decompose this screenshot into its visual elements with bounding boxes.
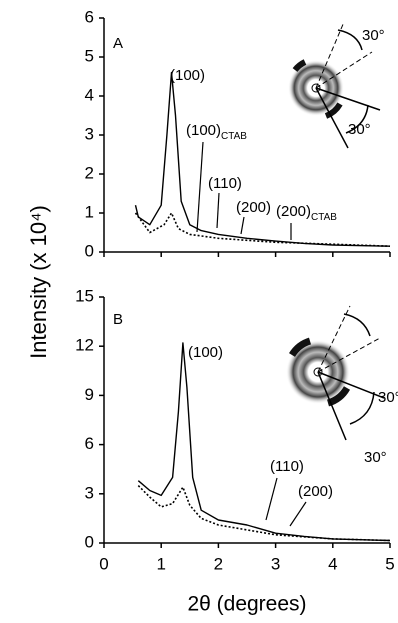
figure: 0123456A(100)(100)CTAB(110)(200)(200)CTA… — [0, 0, 398, 623]
y-tick-label: 5 — [85, 46, 94, 65]
y-tick-label: 15 — [75, 286, 94, 305]
annotation-text: (200) — [276, 203, 311, 220]
leader-line — [217, 193, 219, 228]
annotation: (110) — [208, 175, 242, 192]
annotation-text: (110) — [270, 458, 304, 475]
annotation: 30° — [362, 27, 385, 44]
y-tick-label: 3 — [85, 483, 94, 502]
annotation: (100)CTAB — [186, 122, 247, 142]
leader-line — [290, 502, 306, 526]
data-line — [138, 486, 390, 541]
annotation-text: 30° — [362, 27, 385, 44]
leader-line — [197, 142, 203, 232]
annotation-text: 30° — [378, 389, 398, 406]
annotation-text: (100) — [186, 122, 221, 139]
annotation: (200)CTAB — [276, 203, 337, 223]
leader-line — [266, 478, 277, 520]
annotation: B — [113, 311, 123, 328]
x-tick-label: 5 — [385, 554, 394, 573]
annotation-text: (110) — [208, 175, 242, 192]
annotation-text: B — [113, 311, 123, 328]
y-tick-label: 12 — [75, 336, 94, 355]
data-line — [136, 213, 391, 246]
leader-line — [241, 217, 244, 234]
y-tick-label: 2 — [85, 163, 94, 182]
y-tick-label: 3 — [85, 124, 94, 143]
annotation: 30° — [378, 389, 398, 406]
annotation: (100) — [170, 67, 205, 84]
x-tick-label: 1 — [156, 554, 165, 573]
annotation: 30° — [364, 449, 387, 466]
annotation-text: (200) — [298, 483, 333, 500]
x-tick-label: 2 — [214, 554, 223, 573]
y-axis-label: Intensity (x 10⁴) — [26, 205, 51, 359]
x-tick-label: 0 — [99, 554, 108, 573]
annotation: A — [113, 35, 123, 52]
annotation-text: (100) — [170, 67, 205, 84]
y-tick-label: 6 — [85, 7, 94, 26]
x-tick-label: 4 — [328, 554, 337, 573]
annotation-text: 30° — [364, 449, 387, 466]
annotation: (200) — [298, 483, 333, 500]
annotation-text: (100) — [188, 344, 223, 361]
annotation: 30° — [348, 121, 371, 138]
annotation-text: A — [113, 35, 123, 52]
annotation: (200) — [236, 199, 271, 216]
data-line — [138, 343, 390, 541]
x-tick-label: 3 — [271, 554, 280, 573]
y-tick-label: 0 — [85, 532, 94, 551]
y-tick-label: 0 — [85, 241, 94, 260]
data-line — [136, 73, 391, 247]
y-tick-label: 4 — [85, 85, 94, 104]
y-tick-label: 9 — [85, 385, 94, 404]
y-tick-label: 1 — [85, 202, 94, 221]
annotation-text: 30° — [348, 121, 371, 138]
y-tick-label: 6 — [85, 434, 94, 453]
annotation-subscript: CTAB — [311, 212, 337, 223]
annotation: (110) — [270, 458, 304, 475]
x-axis-label: 2θ (degrees) — [187, 593, 306, 616]
inset-b — [286, 306, 384, 440]
annotation: (100) — [188, 344, 223, 361]
annotation-subscript: CTAB — [221, 131, 247, 142]
annotation-text: (200) — [236, 199, 271, 216]
